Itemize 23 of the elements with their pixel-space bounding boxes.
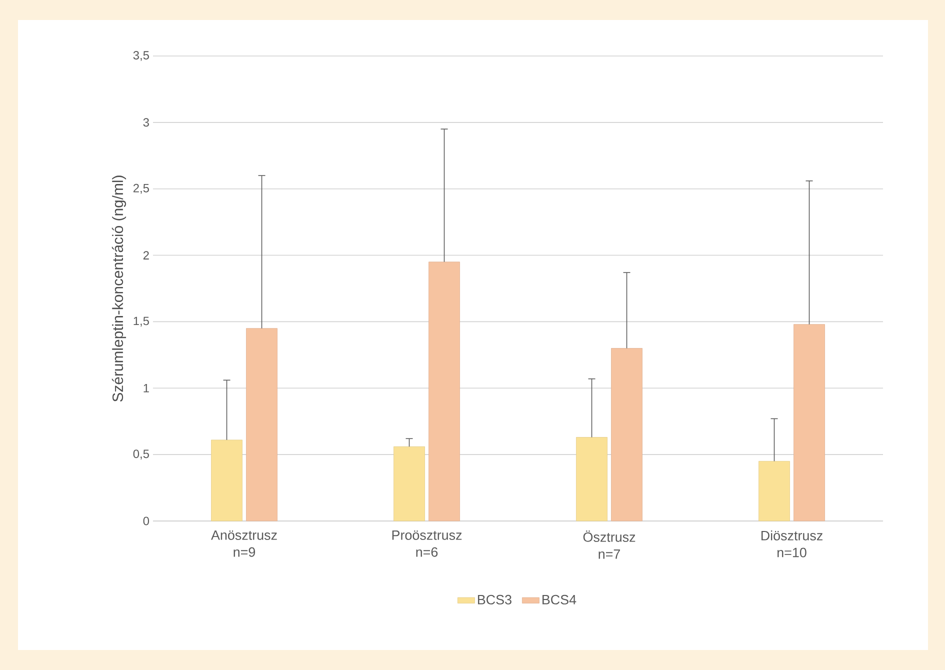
x-tick-label: Diösztrusz n=10 <box>761 530 822 558</box>
bar <box>428 262 460 522</box>
legend-label: BCS3 <box>478 594 512 604</box>
bar <box>394 446 425 522</box>
y-tick-label: 2 <box>143 251 149 260</box>
bar <box>576 437 608 522</box>
x-tick-label: Proösztrusz n=6 <box>392 530 462 557</box>
y-axis-title: Szérumleptin-koncentráció (ng/ml) <box>112 176 126 402</box>
y-tick-label: 3,5 <box>133 51 149 61</box>
x-tick-label: Anösztrusz n=9 <box>211 530 277 557</box>
legend-label: BCS4 <box>542 594 576 604</box>
x-tick-label: Ösztrusz n=7 <box>583 530 636 559</box>
y-tick-label: 1 <box>144 384 149 392</box>
bar <box>758 461 790 522</box>
bar <box>246 328 278 522</box>
y-tick-label: 3 <box>143 118 149 127</box>
y-tick-label: 1,5 <box>134 316 149 327</box>
y-tick-label: 0,5 <box>133 450 149 460</box>
bar <box>611 348 642 522</box>
y-tick-label: 2,5 <box>133 184 149 194</box>
bar <box>211 440 242 522</box>
bar <box>794 324 825 522</box>
y-tick-label: 0 <box>143 516 150 526</box>
